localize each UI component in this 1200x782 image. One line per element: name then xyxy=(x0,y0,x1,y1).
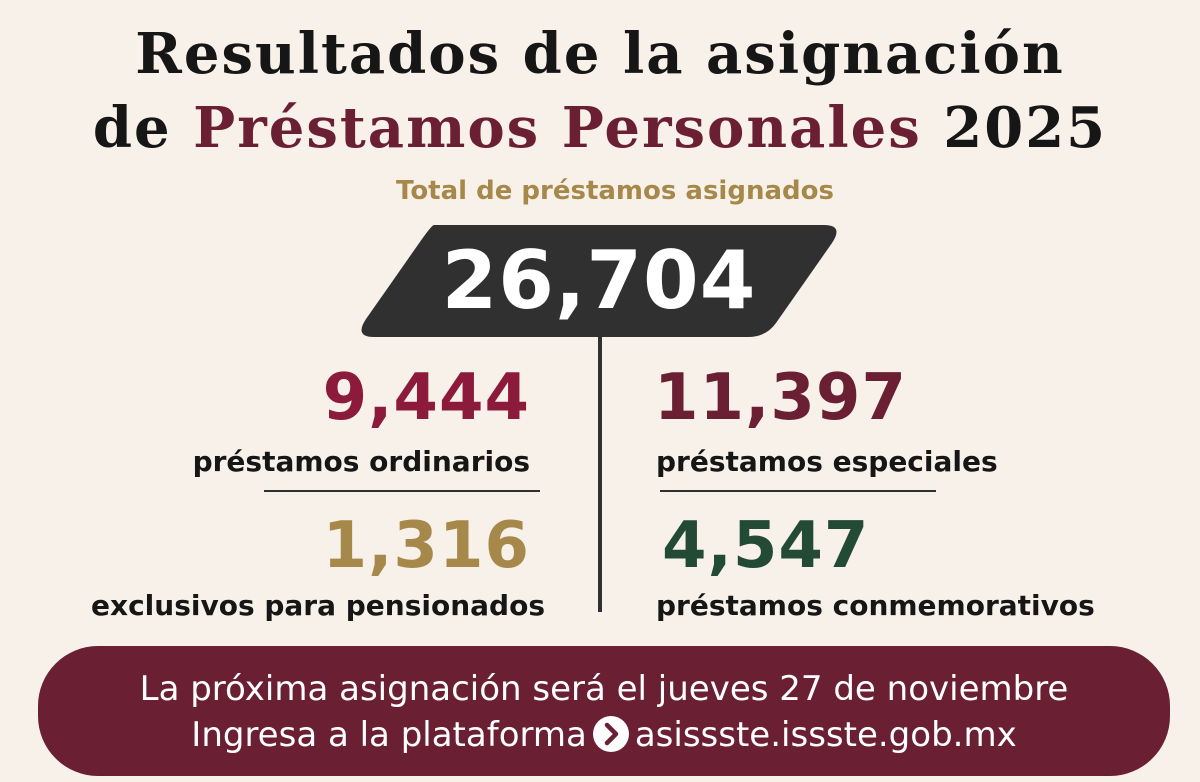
divider-right xyxy=(660,490,936,492)
stat-conmemorativos-label: préstamos conmemorativos xyxy=(656,589,1095,622)
banner-platform-prefix: Ingresa a la plataforma xyxy=(191,715,587,755)
vertical-divider xyxy=(598,336,602,612)
stat-ordinarios-label: préstamos ordinarios xyxy=(192,445,530,478)
stat-ordinarios-value: 9,444 xyxy=(322,361,530,435)
stat-especiales-label: préstamos especiales xyxy=(656,445,998,478)
total-value: 26,704 xyxy=(441,234,757,327)
info-banner xyxy=(38,646,1170,776)
banner-platform-text: Ingresa a la plataforma asissste.issste.g… xyxy=(38,716,1170,752)
total-badge-shape xyxy=(361,225,837,337)
stat-pensionados-label: exclusivos para pensionados xyxy=(91,589,545,622)
title-line-1: Resultados de la asignación xyxy=(135,21,1065,87)
platform-link[interactable]: asissste.issste.gob.mx xyxy=(634,715,1017,755)
chevron-right-circle-icon xyxy=(592,716,629,752)
stat-conmemorativos-value: 4,547 xyxy=(662,509,870,583)
title-accent: Préstamos Personales xyxy=(193,95,922,161)
title-line-2: de Préstamos Personales 2025 xyxy=(0,100,1200,156)
banner-date-text: La próxima asignación será el jueves 27 … xyxy=(139,669,1069,709)
divider-left xyxy=(264,490,540,492)
total-label: Total de préstamos asignados xyxy=(396,176,834,206)
title-prefix: de xyxy=(92,95,194,161)
stat-pensionados-value: 1,316 xyxy=(322,509,530,583)
title-suffix: 2025 xyxy=(921,95,1108,161)
stat-especiales-value: 11,397 xyxy=(654,361,907,435)
